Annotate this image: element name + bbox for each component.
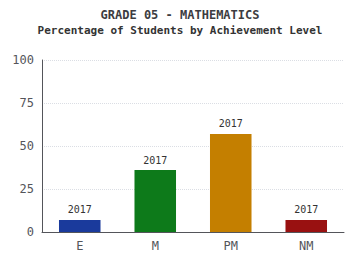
- svg-text:75: 75: [20, 96, 34, 110]
- svg-text:25: 25: [20, 182, 34, 196]
- svg-text:E: E: [76, 239, 83, 253]
- svg-text:PM: PM: [224, 239, 238, 253]
- svg-text:100: 100: [12, 53, 34, 67]
- svg-text:NM: NM: [299, 239, 313, 253]
- svg-text:2017: 2017: [294, 204, 318, 215]
- svg-text:2017: 2017: [68, 204, 92, 215]
- svg-text:0: 0: [27, 225, 34, 239]
- svg-text:50: 50: [20, 139, 34, 153]
- svg-text:2017: 2017: [143, 155, 167, 166]
- svg-text:2017: 2017: [219, 118, 243, 129]
- svg-text:Percentage of Students by Achi: Percentage of Students by Achievement Le…: [38, 24, 323, 37]
- svg-text:M: M: [152, 239, 159, 253]
- svg-text:GRADE 05 - MATHEMATICS: GRADE 05 - MATHEMATICS: [101, 8, 260, 22]
